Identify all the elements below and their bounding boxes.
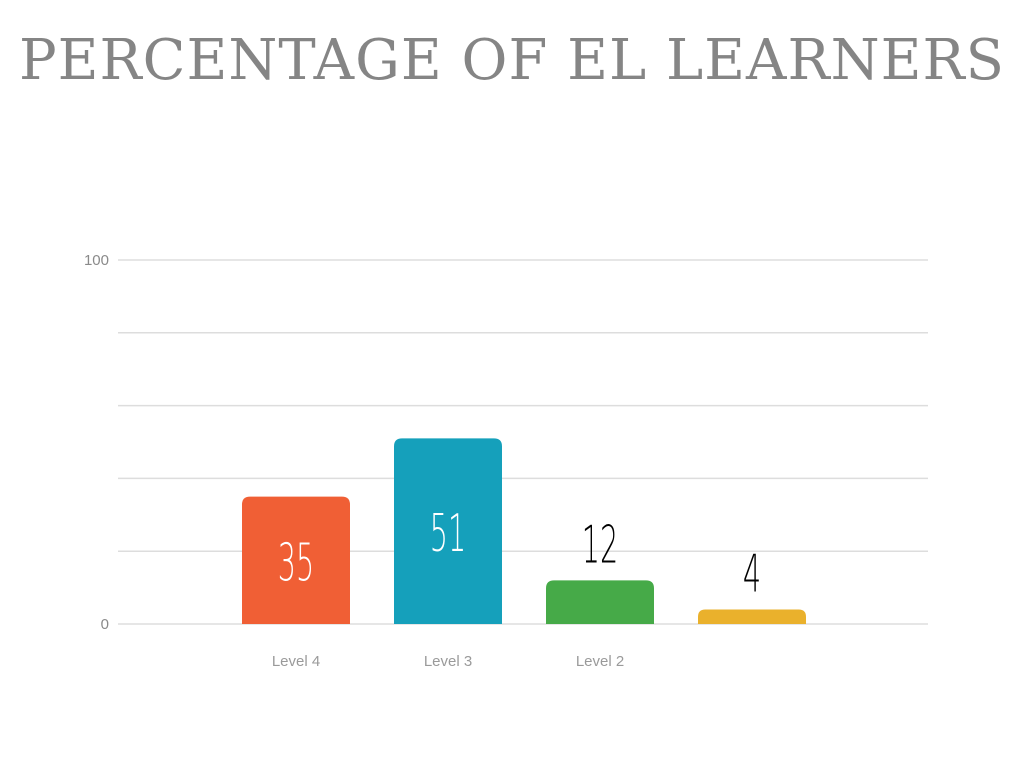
bar — [698, 609, 806, 624]
x-tick-label: Level 4 — [272, 653, 320, 670]
value-label: 4 — [743, 543, 761, 604]
x-tick-label: Level 3 — [424, 653, 472, 670]
x-tick-label: Level 2 — [576, 653, 624, 670]
chart-title: PERCENTAGE OF EL LEARNERS — [18, 28, 1006, 93]
gridlines — [118, 259, 928, 625]
value-label: 51 — [430, 503, 466, 564]
bar — [394, 438, 502, 624]
category-labels: Level 4 Level 3 Level 2 — [272, 653, 624, 670]
y-axis-ticks: 0 100 — [84, 252, 109, 633]
y-tick-label: 100 — [84, 252, 109, 269]
bar — [546, 580, 654, 624]
value-label: 12 — [582, 514, 618, 575]
value-labels: 35 51 12 4 — [278, 503, 761, 604]
value-label: 35 — [278, 532, 314, 593]
bar — [242, 496, 350, 624]
y-tick-label: 0 — [101, 616, 109, 633]
bars — [242, 438, 806, 624]
